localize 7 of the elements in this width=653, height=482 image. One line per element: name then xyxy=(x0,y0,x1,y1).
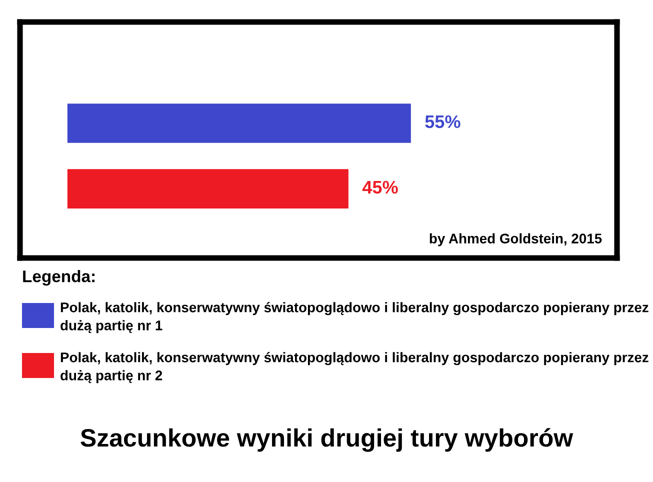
data-label: 55% xyxy=(425,115,460,128)
text: by Ahmed Goldstein, 2015 xyxy=(430,233,602,246)
text: Szacunkowe wyniki drugiej tury wyborów xyxy=(80,428,574,452)
legend-title: Legenda: xyxy=(23,270,94,286)
legend-label: Polak, katolik, konserwatywny światopoglądowo i liberalny gospodarczo popierany przez dużą partię nr 1 xyxy=(60,302,648,334)
data-label: 45% xyxy=(362,180,398,194)
legend-label: Polak, katolik, konserwatywny światopoglądowo i liberalny gospodarczo popierany przez dużą partię nr 2 xyxy=(60,352,648,384)
